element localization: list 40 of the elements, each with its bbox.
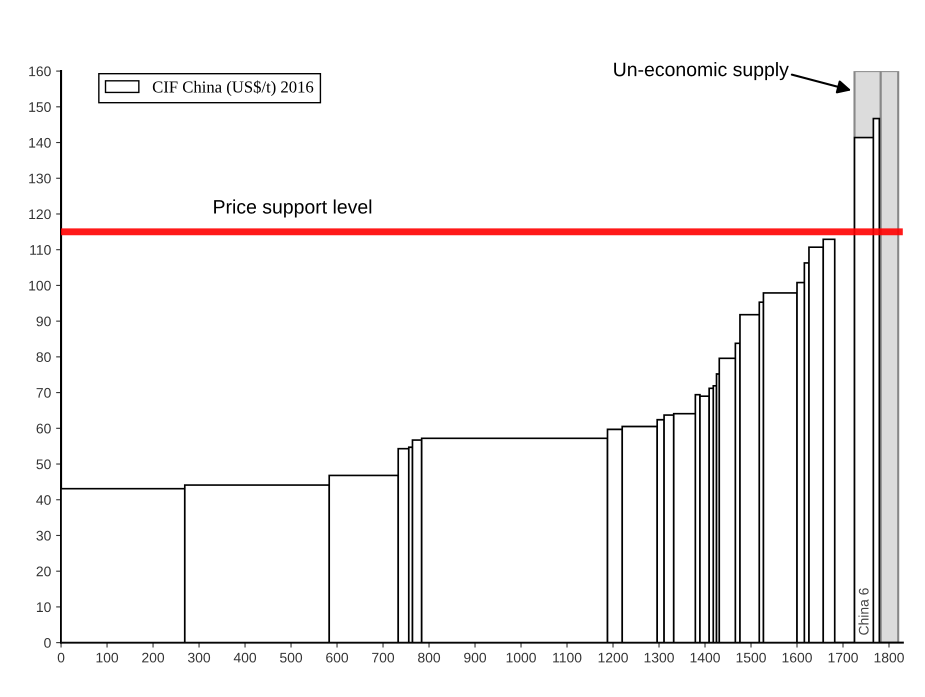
- x-tick-label: 1100: [553, 652, 582, 663]
- ref-line-label: Price support level: [214, 199, 372, 218]
- x-tick-label: 1300: [644, 652, 674, 663]
- x-tick-label: 1600: [782, 652, 812, 663]
- y-tick-label: 30: [36, 530, 51, 541]
- y-tick-label: 100: [29, 280, 51, 291]
- band-label: China 6: [858, 588, 869, 635]
- x-tick-label: 200: [142, 652, 164, 663]
- y-tick-label: 0: [44, 638, 51, 648]
- annotation: Un-economic supply: [614, 62, 789, 80]
- y-tick-label: 140: [29, 138, 51, 148]
- x-tick-label: 900: [464, 652, 486, 663]
- y-tick-label: 40: [36, 495, 51, 505]
- x-tick-label: 100: [96, 652, 118, 663]
- y-tick-label: 120: [29, 209, 51, 220]
- y-tick-label: 130: [29, 174, 51, 184]
- y-tick-label: 20: [36, 566, 51, 576]
- y-tick-label: 150: [29, 102, 51, 112]
- x-tick-label: 1700: [828, 652, 858, 663]
- x-tick-label: 1000: [506, 652, 536, 663]
- x-tick-label: 0: [58, 652, 64, 663]
- y-tick-label: 10: [36, 602, 51, 612]
- legend-label: CIF China (US$/t) 2016: [152, 80, 314, 96]
- x-tick-label: 1400: [690, 652, 720, 663]
- x-tick-label: 600: [326, 652, 348, 663]
- y-tick-label: 80: [36, 352, 51, 362]
- x-tick-label: 800: [418, 652, 440, 663]
- x-tick-label: 1500: [736, 652, 766, 663]
- y-tick-label: 160: [29, 66, 51, 76]
- x-tick-label: 500: [280, 652, 302, 663]
- y-tick-label: 60: [36, 424, 51, 434]
- y-tick-label: 90: [36, 316, 51, 326]
- y-tick-label: 70: [36, 388, 51, 398]
- x-tick-label: 700: [372, 652, 394, 663]
- x-tick-label: 300: [188, 652, 210, 663]
- x-tick-label: 400: [234, 652, 256, 663]
- x-tick-label: 1200: [598, 652, 628, 663]
- x-tick-label: 1800: [874, 652, 904, 663]
- y-tick-label: 50: [36, 459, 51, 470]
- y-tick-label: 110: [30, 245, 51, 255]
